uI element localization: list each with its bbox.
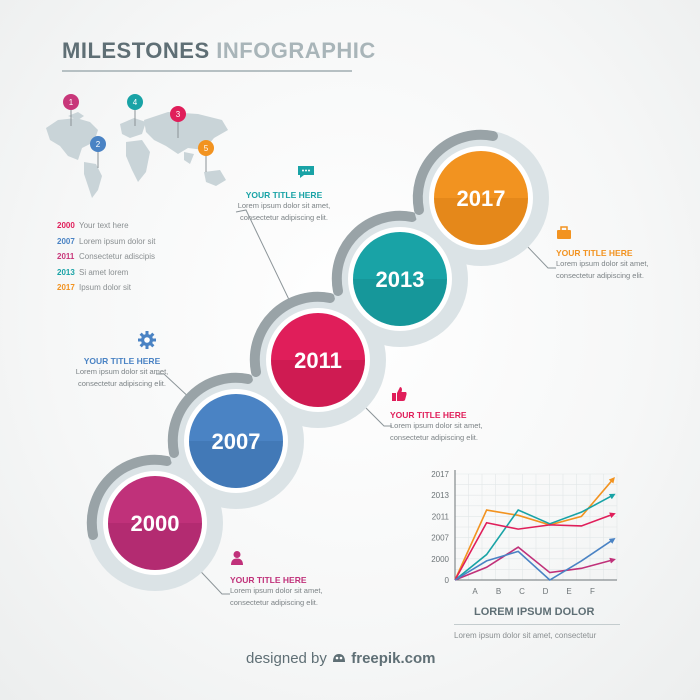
title-part-2: INFOGRAPHIC: [216, 38, 376, 63]
map-pin-5: 5: [198, 140, 214, 172]
footer-prefix: designed by: [246, 650, 327, 667]
legend-text: Ipsum dolor sit: [79, 283, 132, 292]
milestone-year-label: 2013: [376, 267, 425, 292]
chart-title-divider: [454, 624, 620, 625]
chart-caption: Lorem ipsum dolor sit amet, consectetur: [454, 631, 597, 640]
annotation-text-line-1: Lorem ipsum dolor sit amet,: [390, 421, 483, 430]
chat-bubble-icon: [297, 165, 315, 184]
milestone-2017: 2017: [429, 146, 533, 250]
annotation-text-line-1: Lorem ipsum dolor sit amet,: [230, 586, 323, 595]
legend-year: 2007: [57, 236, 75, 246]
y-tick-label: 0: [445, 576, 450, 585]
annotation-text-line-1: Lorem ipsum dolor sit amet,: [237, 201, 331, 210]
map-pin-label: 3: [176, 110, 181, 119]
world-map: 1 2 3 4 5: [46, 94, 228, 198]
page-title: MILESTONES INFOGRAPHIC: [62, 38, 376, 64]
milestone-2011: 2011: [266, 308, 370, 412]
milestone-arc: [86, 454, 172, 540]
title-part-1: MILESTONES: [62, 38, 210, 63]
annotation-thumb: YOUR TITLE HERE Lorem ipsum dolor sit ame…: [390, 410, 530, 444]
map-pins: 1 2 3 4 5: [63, 94, 214, 172]
chart-title: LOREM IPSUM DOLOR: [474, 606, 595, 618]
milestone-year-label: 2011: [294, 348, 342, 373]
annotation-title: YOUR TITLE HERE: [83, 356, 161, 366]
annotation-briefcase: YOUR TITLE HERE Lorem ipsum dolor sit ame…: [556, 248, 696, 282]
footer-credit: designed by freepik.com: [246, 650, 435, 667]
legend-year: 2011: [57, 252, 75, 261]
legend-item: 2007 Lorem ipsum dolor sit: [57, 237, 155, 246]
milestone-year-label: 2017: [457, 186, 506, 211]
x-tick-label: C: [519, 587, 525, 596]
y-tick-label: 2013: [431, 491, 449, 500]
map-pin-3: 3: [170, 106, 186, 138]
x-tick-label: E: [566, 587, 571, 596]
annotation-text-line-2: consectetur adipiscing elit.: [230, 598, 318, 607]
y-tick-label: 2000: [431, 555, 449, 564]
freepik-logo-icon: [331, 651, 347, 663]
briefcase-icon: [556, 226, 572, 245]
map-pin-label: 2: [96, 140, 101, 149]
chart-series-line: [454, 538, 616, 581]
map-pin-1: 1: [63, 94, 79, 126]
milestone-year-label: 2007: [212, 429, 261, 454]
annotation-chat: YOUR TITLE HERE Lorem ipsum dolor sit ame…: [214, 190, 354, 224]
x-tick-label: B: [496, 587, 501, 596]
milestone-arc: [412, 129, 498, 215]
milestone-arc: [249, 291, 335, 377]
milestone-year-label: 2000: [131, 511, 180, 536]
legend-year: 2013: [57, 267, 75, 277]
annotation-text-line-1: Lorem ipsum dolor sit amet,: [556, 259, 649, 268]
annotation-text-line-2: consectetur adipiscing elit.: [78, 379, 166, 388]
y-tick-label: 2011: [432, 512, 450, 521]
person-icon: [230, 550, 244, 571]
annotation-text-line-2: consectetur adipiscing elit.: [390, 433, 478, 442]
milestone-arc: [167, 372, 253, 458]
footer-brand: freepik.com: [351, 650, 436, 667]
annotation-text-line-2: consectetur adipiscing elit.: [556, 271, 644, 280]
line-chart: 0 2000 2007 2011 2013 2017 A B C D E F: [431, 470, 618, 596]
y-tick-label: 2007: [431, 534, 449, 543]
annotation-text-line-1: Lorem ipsum dolor sit amet,: [75, 367, 169, 376]
annotation-person: YOUR TITLE HERE Lorem ipsum dolor sit ame…: [230, 575, 370, 609]
annotation-gear: YOUR TITLE HERE Lorem ipsum dolor sit ame…: [52, 356, 192, 390]
chart-series-line: [454, 546, 616, 581]
milestone-2007: 2007: [184, 389, 288, 493]
legend-item: 2000 Your text here: [57, 221, 129, 230]
thumbs-up-icon: [390, 386, 408, 407]
legend-item: 2013 Si amet lorem: [57, 268, 128, 277]
milestone-arc: [331, 210, 417, 296]
legend-item: 2017 Ipsum dolor sit: [57, 283, 131, 292]
map-pin-label: 5: [204, 144, 209, 153]
x-tick-label: D: [543, 587, 549, 596]
milestone-2000: 2000: [103, 471, 207, 575]
milestone-2013: 2013: [348, 227, 452, 331]
map-pin-4: 4: [127, 94, 143, 126]
annotation-title: YOUR TITLE HERE: [245, 190, 323, 200]
chart-series-line: [454, 512, 616, 581]
map-pin-label: 1: [69, 98, 74, 107]
legend-item: 2011 Consectetur adiscipis: [57, 252, 155, 261]
y-tick-label: 2017: [431, 470, 449, 479]
x-tick-label: F: [590, 587, 595, 596]
legend-text: Consectetur adiscipis: [79, 252, 156, 261]
annotation-title: YOUR TITLE HERE: [390, 410, 467, 420]
legend-year: 2000: [57, 221, 75, 230]
legend-text: Si amet lorem: [79, 267, 129, 277]
annotation-title: YOUR TITLE HERE: [556, 248, 633, 258]
gear-icon: [137, 330, 157, 355]
chart-series-line: [454, 493, 616, 581]
map-pin-2: 2: [90, 136, 106, 168]
annotation-title: YOUR TITLE HERE: [230, 575, 307, 585]
annotation-text-line-2: consectetur adipiscing elit.: [240, 213, 328, 222]
x-tick-label: A: [472, 587, 478, 596]
legend-year: 2017: [57, 283, 75, 292]
legend-text: Lorem ipsum dolor sit: [79, 236, 156, 246]
title-underline: [62, 70, 352, 72]
map-pin-label: 4: [133, 98, 138, 107]
legend-text: Your text here: [79, 221, 129, 230]
